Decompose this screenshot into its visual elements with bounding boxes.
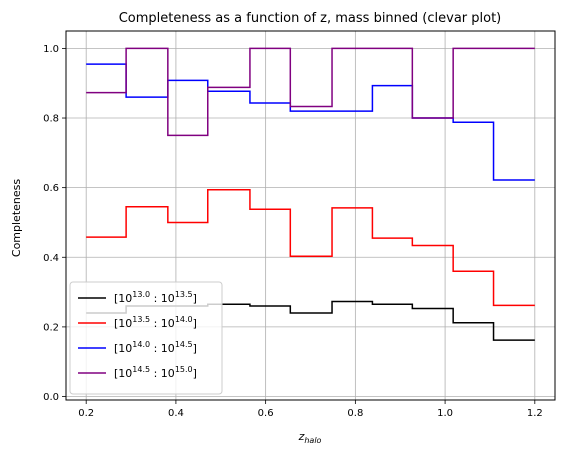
chart-title: Completeness as a function of z, mass bi…: [119, 11, 502, 26]
y-axis-label: Completeness: [10, 179, 23, 257]
x-tick-label: 0.4: [168, 408, 184, 419]
x-tick-label: 1.2: [527, 408, 543, 419]
y-tick-label: 0.4: [43, 253, 59, 264]
y-tick-label: 0.8: [43, 114, 59, 125]
y-tick-label: 1.0: [43, 44, 59, 55]
y-tick-label: 0.0: [43, 392, 59, 403]
y-tick-label: 0.6: [43, 183, 59, 194]
x-tick-label: 0.8: [347, 408, 363, 419]
x-tick-label: 0.6: [258, 408, 274, 419]
x-tick-label: 0.2: [78, 408, 94, 419]
y-tick-label: 0.2: [43, 322, 59, 333]
legend: [1013.0 : 1013.5][1013.5 : 1014.0][1014.…: [70, 282, 222, 394]
x-tick-label: 1.0: [437, 408, 453, 419]
